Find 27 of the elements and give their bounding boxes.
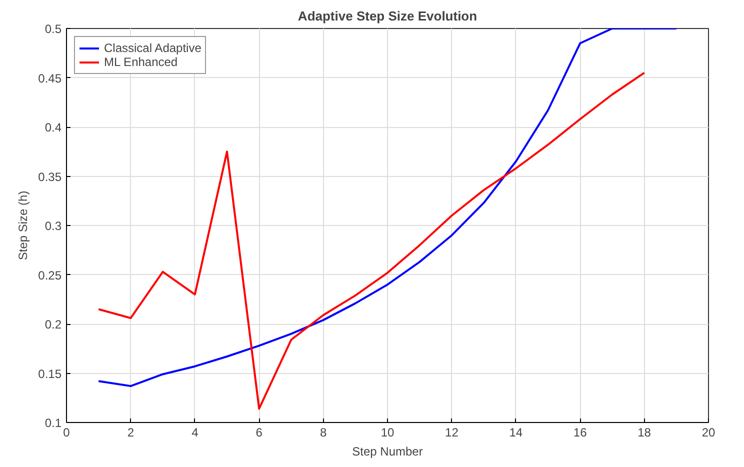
- line-series: [98, 28, 678, 388]
- y-tick-label: 0.5: [44, 22, 62, 36]
- y-tick-label: 0.1: [44, 416, 62, 430]
- y-tick-label: 0.35: [38, 170, 62, 184]
- y-axis-title: Step Size (h): [16, 190, 30, 260]
- x-tick-label: 16: [573, 426, 588, 440]
- x-tick-label: 6: [256, 426, 263, 440]
- chart-title: Adaptive Step Size Evolution: [298, 8, 478, 24]
- legend-label: ML Enhanced: [104, 55, 178, 69]
- y-tick-label: 0.3: [44, 219, 62, 233]
- x-axis-title: Step Number: [352, 444, 423, 458]
- x-tick-label: 4: [192, 426, 199, 440]
- x-tick-label: 8: [320, 426, 327, 440]
- x-tick-label: 2: [127, 426, 134, 440]
- y-tick-label: 0.25: [38, 268, 62, 282]
- y-tick-label: 0.4: [44, 120, 62, 134]
- y-tick-label: 0.15: [38, 366, 62, 381]
- x-tick-label: 10: [380, 426, 394, 440]
- y-tick-label: 0.2: [44, 318, 62, 332]
- y-tick-label: 0.45: [38, 71, 62, 86]
- x-tick-label: 12: [445, 426, 459, 440]
- x-tick-label: 14: [509, 426, 523, 440]
- x-tick-label: 20: [702, 426, 716, 440]
- legend-label: Classical Adaptive: [104, 41, 202, 55]
- x-tick-label: 0: [63, 426, 70, 440]
- x-tick-label: 18: [638, 426, 652, 440]
- line-series: [98, 72, 646, 410]
